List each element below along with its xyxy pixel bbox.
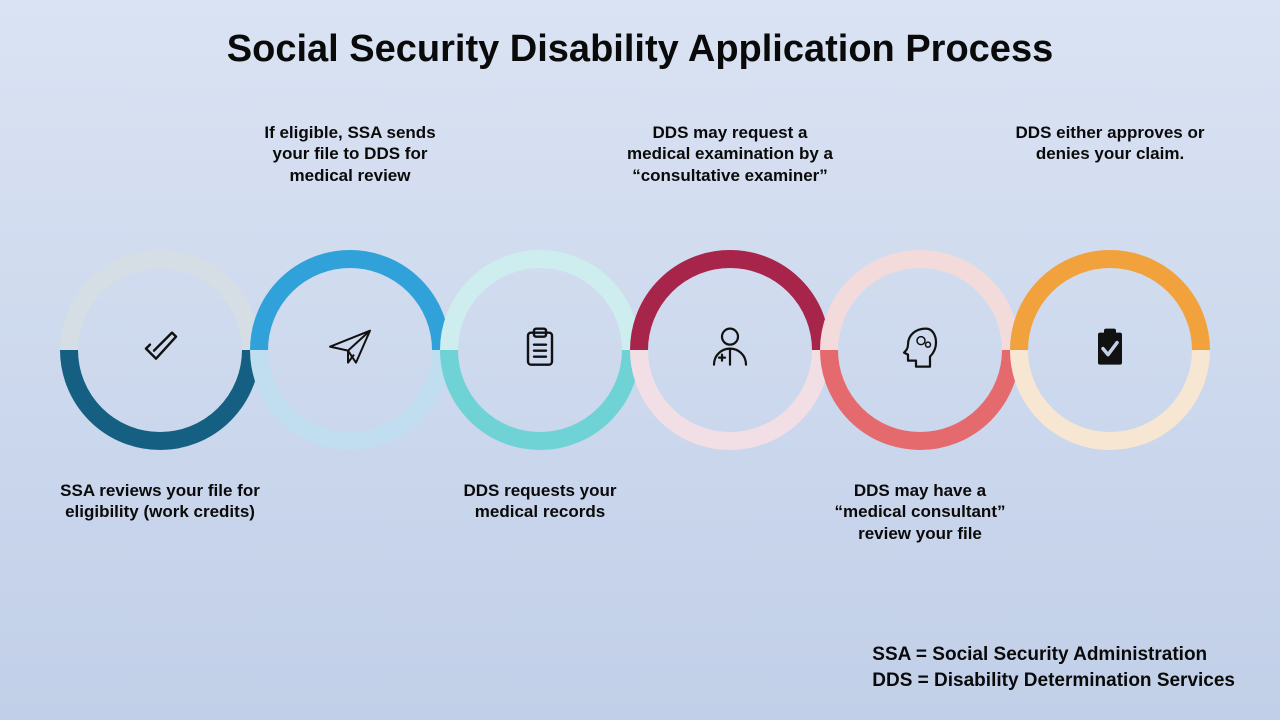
clipboard-list-icon <box>512 319 568 375</box>
clipboard-check-icon <box>1082 319 1138 375</box>
step-ring-5 <box>820 250 1020 450</box>
step-ring-4 <box>630 250 830 450</box>
step-label-6: DDS either approves or denies your claim… <box>1010 122 1210 165</box>
page-title: Social Security Disability Application P… <box>0 28 1280 71</box>
thinking-head-icon <box>892 319 948 375</box>
legend: SSA = Social Security Administration DDS… <box>872 642 1235 695</box>
paper-plane-icon <box>322 319 378 375</box>
step-label-4: DDS may request a medical examination by… <box>620 122 840 186</box>
step-ring-3 <box>440 250 640 450</box>
step-ring-2 <box>250 250 450 450</box>
step-label-3: DDS requests your medical records <box>440 480 640 523</box>
legend-line-1: SSA = Social Security Administration <box>872 642 1235 669</box>
legend-line-2: DDS = Disability Determination Services <box>872 668 1235 695</box>
step-ring-1 <box>60 250 260 450</box>
step-ring-6 <box>1010 250 1210 450</box>
step-label-1: SSA reviews your file for eligibility (w… <box>60 480 260 523</box>
step-label-2: If eligible, SSA sends your file to DDS … <box>250 122 450 186</box>
step-label-5: DDS may have a “medical consultant” revi… <box>820 480 1020 544</box>
process-chain <box>60 250 1220 470</box>
doctor-icon <box>702 319 758 375</box>
checkmark-icon <box>132 319 188 375</box>
